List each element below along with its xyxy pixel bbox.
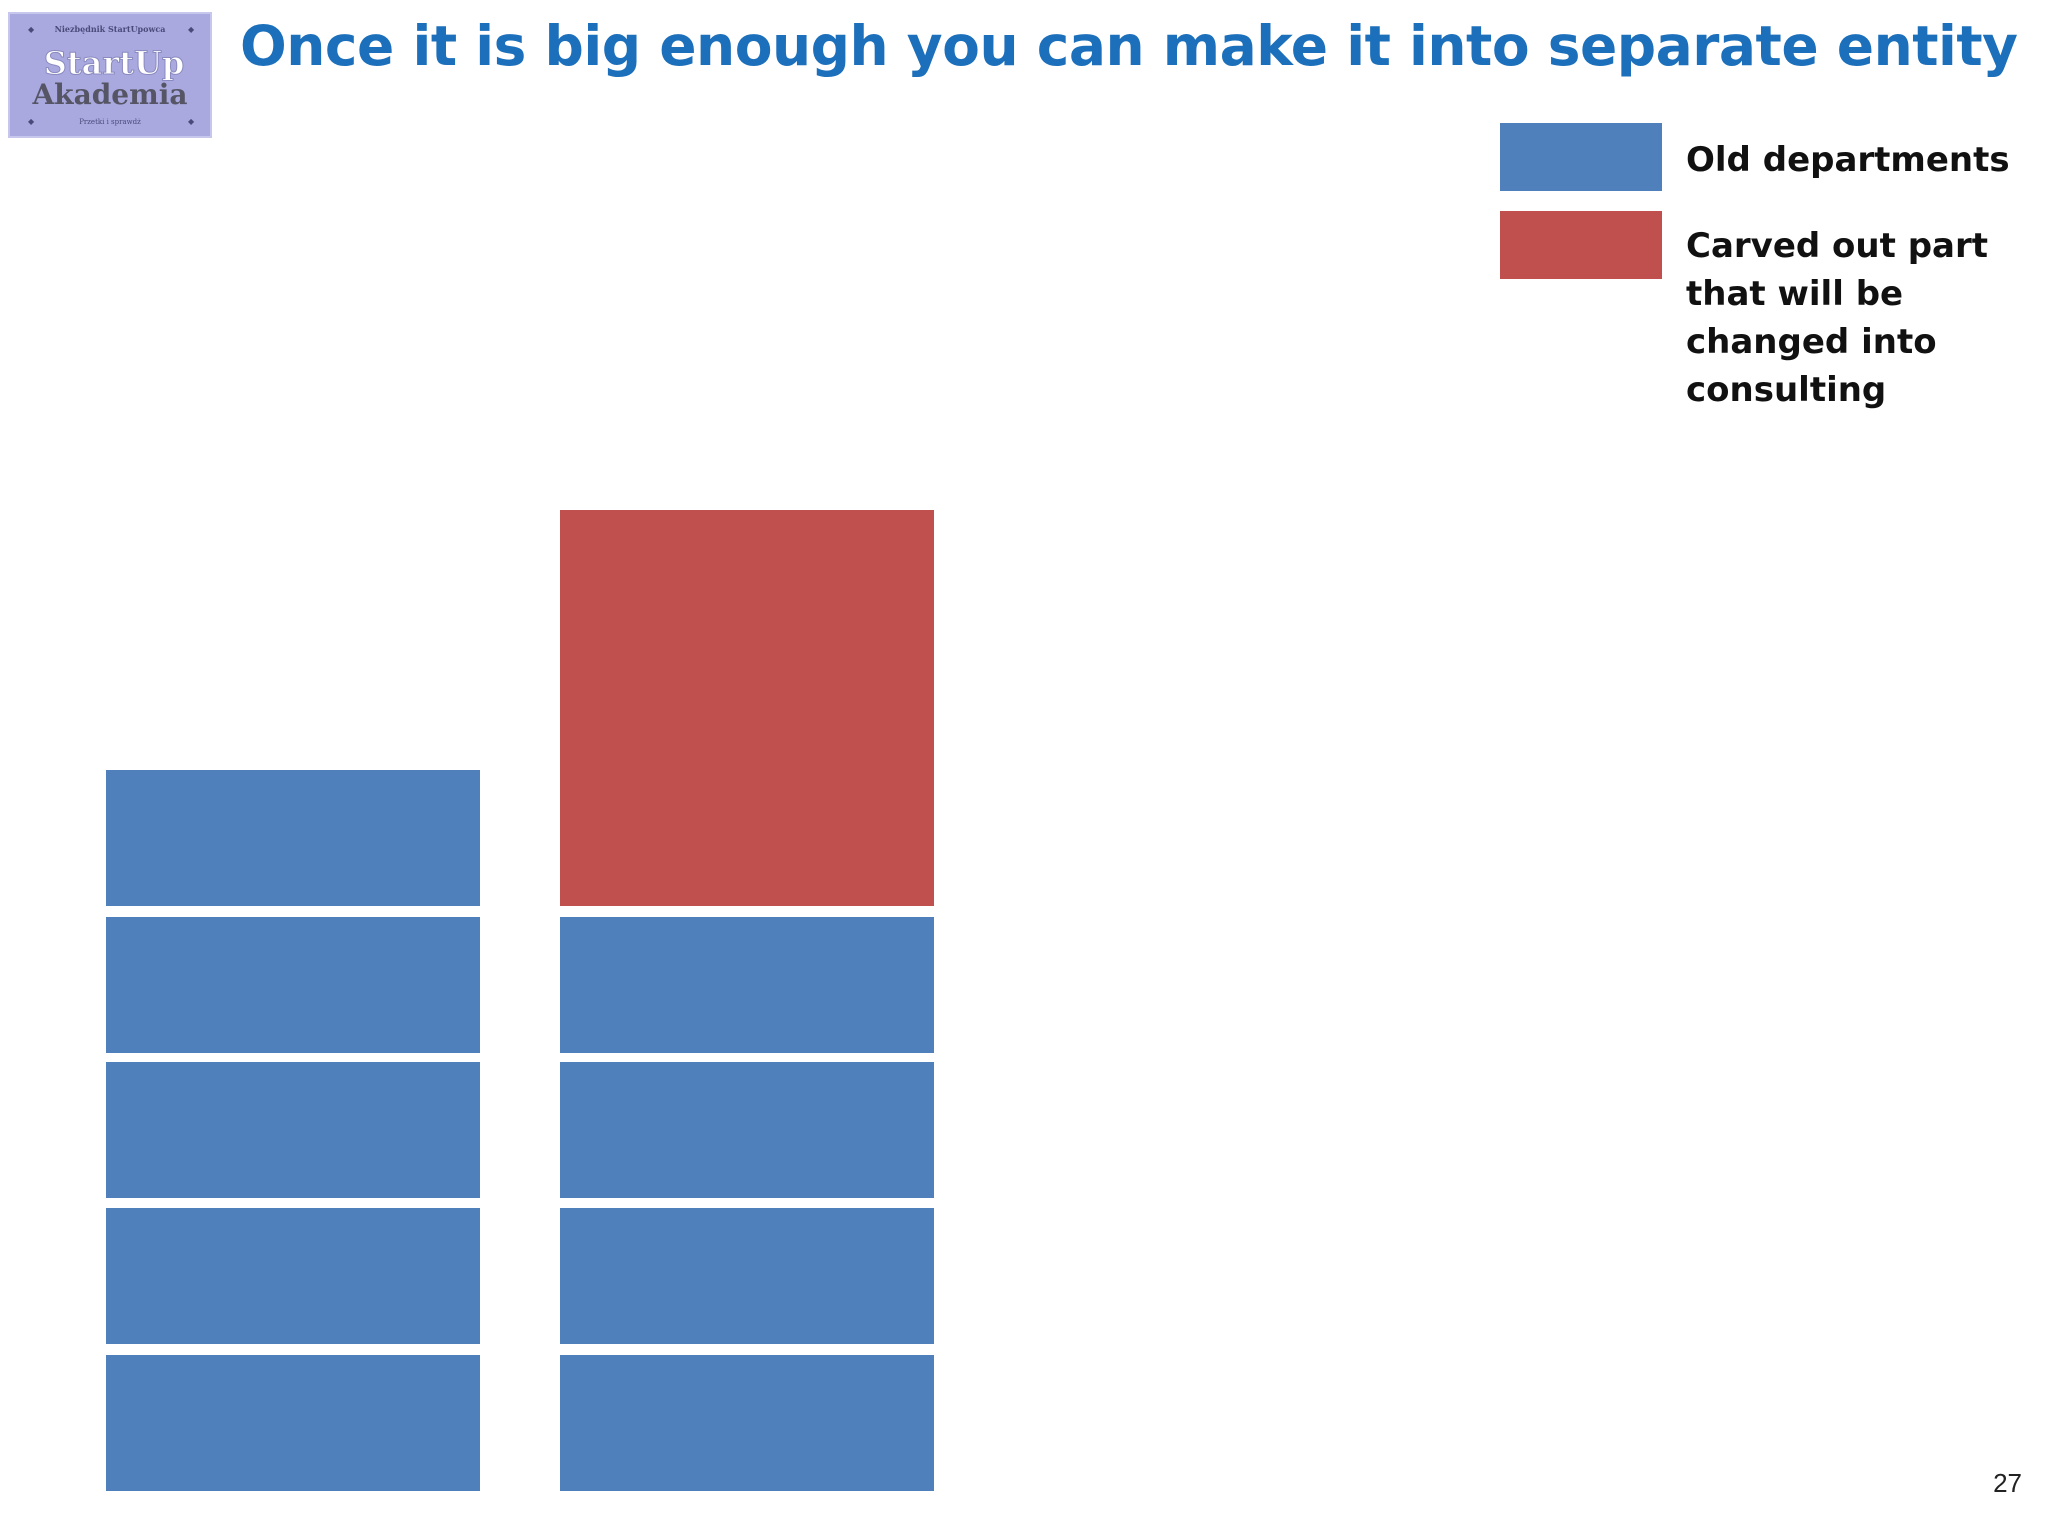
logo-line2: Akademia bbox=[31, 78, 187, 111]
svg-text:◆: ◆ bbox=[188, 117, 195, 126]
slide-title: Once it is big enough you can make it in… bbox=[240, 14, 2018, 78]
stack-before bbox=[106, 770, 480, 1492]
svg-text:◆: ◆ bbox=[28, 25, 35, 34]
old-department-block bbox=[106, 917, 480, 1053]
legend-label-carved-out-part: Carved out part that will be changed int… bbox=[1686, 226, 1989, 410]
svg-text:◆: ◆ bbox=[28, 117, 35, 126]
legend-swatch-carved-out-part bbox=[1500, 211, 1662, 279]
old-department-block bbox=[106, 1208, 480, 1344]
svg-text:◆: ◆ bbox=[188, 25, 195, 34]
old-department-block bbox=[560, 1062, 934, 1198]
stack-after bbox=[560, 510, 934, 1492]
old-department-block bbox=[106, 1355, 480, 1491]
legend-label-old-departments: Old departments bbox=[1686, 140, 2010, 180]
old-department-block bbox=[560, 1355, 934, 1491]
carved-out-block bbox=[560, 510, 934, 906]
logo-top-text: Niezbędnik StartUpowca bbox=[55, 24, 166, 34]
page-number: 27 bbox=[1993, 1468, 2022, 1498]
old-department-block bbox=[560, 1208, 934, 1344]
logo-line1: StartUp bbox=[44, 44, 185, 82]
legend-swatch-old-departments bbox=[1500, 123, 1662, 191]
startup-akademia-logo: Niezbędnik StartUpowca ◆ ◆ StartUp Akade… bbox=[8, 12, 212, 138]
old-department-block bbox=[560, 917, 934, 1053]
logo-bottom-text: Przetki i sprawdż bbox=[79, 118, 141, 126]
old-department-block bbox=[106, 1062, 480, 1198]
old-department-block bbox=[106, 770, 480, 906]
